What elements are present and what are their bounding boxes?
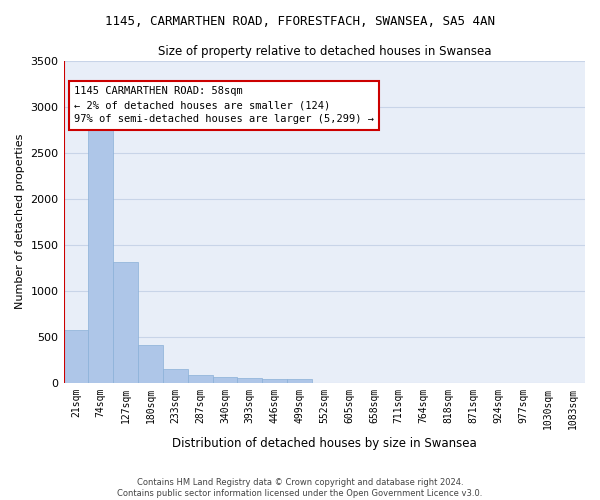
Bar	[138, 345, 163, 383]
Bar	[262, 378, 287, 382]
Y-axis label: Number of detached properties: Number of detached properties	[15, 134, 25, 310]
Bar	[64, 330, 88, 382]
Text: 1145, CARMARTHEN ROAD, FFORESTFACH, SWANSEA, SA5 4AN: 1145, CARMARTHEN ROAD, FFORESTFACH, SWAN…	[105, 15, 495, 28]
Bar	[212, 377, 238, 382]
Bar	[88, 114, 113, 382]
Bar	[188, 375, 212, 382]
Bar	[287, 379, 312, 382]
X-axis label: Distribution of detached houses by size in Swansea: Distribution of detached houses by size …	[172, 437, 476, 450]
Text: 1145 CARMARTHEN ROAD: 58sqm
← 2% of detached houses are smaller (124)
97% of sem: 1145 CARMARTHEN ROAD: 58sqm ← 2% of deta…	[74, 86, 374, 124]
Bar	[238, 378, 262, 382]
Text: Contains HM Land Registry data © Crown copyright and database right 2024.
Contai: Contains HM Land Registry data © Crown c…	[118, 478, 482, 498]
Bar	[163, 369, 188, 382]
Bar	[113, 262, 138, 382]
Title: Size of property relative to detached houses in Swansea: Size of property relative to detached ho…	[158, 45, 491, 58]
